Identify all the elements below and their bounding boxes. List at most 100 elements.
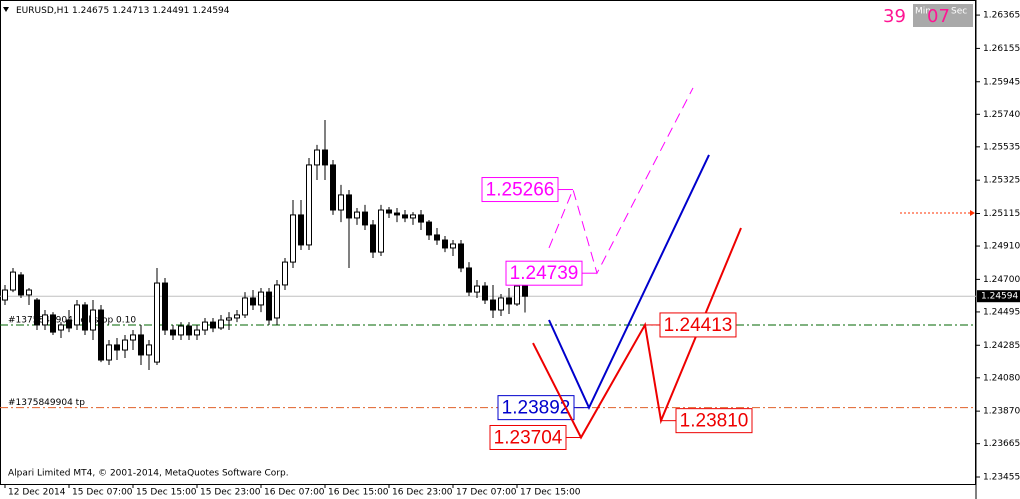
- candle-body: [290, 214, 296, 263]
- candle-body: [114, 344, 120, 351]
- x-tick-label: 16 Dec 07:00: [264, 488, 325, 498]
- candle-body: [74, 304, 80, 326]
- chart-header: EURUSD,H1 1.24675 1.24713 1.24491 1.2459…: [16, 6, 230, 16]
- y-tick-label: 1.24700: [983, 275, 1020, 285]
- candle-body: [186, 325, 192, 336]
- alert-arrow: [970, 210, 975, 217]
- candle-body: [258, 291, 264, 306]
- candle-body: [202, 321, 208, 331]
- price-tag-label: 1.24594: [981, 292, 1018, 302]
- candle-body: [242, 297, 248, 316]
- y-tick-label: 1.24495: [983, 307, 1020, 317]
- countdown-seconds: 07: [927, 6, 950, 27]
- close-price: 1.24594: [192, 6, 229, 16]
- candle-body: [58, 324, 64, 331]
- price-label: 1.24739: [510, 263, 579, 284]
- candle-body: [98, 309, 104, 361]
- candle-body: [442, 239, 448, 249]
- candle-body: [234, 314, 240, 319]
- x-tick-label: 15 Dec 15:00: [136, 488, 197, 498]
- candle-body: [90, 309, 96, 331]
- candle-body: [322, 149, 328, 166]
- candle-body: [42, 314, 48, 326]
- candle-body: [18, 274, 24, 296]
- order-label: #1375849904 tp: [8, 398, 85, 408]
- candle-body: [282, 261, 288, 286]
- x-tick-label: 17 Dec 07:00: [456, 488, 517, 498]
- price-label: 1.24413: [664, 315, 733, 336]
- y-tick-label: 1.24910: [983, 242, 1020, 252]
- price-label: 1.23704: [494, 428, 563, 449]
- candle-body: [2, 289, 8, 301]
- y-tick-label: 1.25115: [983, 209, 1020, 219]
- x-tick-label: 17 Dec 15:00: [520, 488, 581, 498]
- candle-body: [218, 319, 224, 329]
- candle-body: [410, 214, 416, 219]
- candle-body: [306, 164, 312, 246]
- candle-body: [450, 243, 456, 249]
- x-tick-label: 16 Dec 15:00: [328, 488, 389, 498]
- candle-body: [266, 291, 272, 321]
- candle-body: [346, 194, 352, 219]
- countdown-box: [913, 4, 973, 27]
- candle-body: [362, 211, 368, 226]
- candle-body: [370, 224, 376, 253]
- price-label: 1.23892: [502, 398, 571, 419]
- high-price: 1.24713: [112, 6, 149, 16]
- y-tick-label: 1.26155: [983, 44, 1020, 54]
- y-tick-label: 1.23870: [983, 407, 1020, 417]
- candle-body: [314, 149, 320, 166]
- price-label-box: [481, 177, 559, 203]
- candle-body: [386, 209, 392, 214]
- symbol: EURUSD,H1: [16, 6, 69, 16]
- candle-body: [482, 285, 488, 301]
- candle-body: [506, 297, 512, 305]
- candle-body: [490, 299, 496, 311]
- open-price: 1.24675: [72, 6, 109, 16]
- countdown-minutes: 39: [883, 6, 906, 27]
- price-label-box: [675, 408, 753, 434]
- candle-body: [106, 344, 112, 361]
- candle-body: [194, 329, 200, 336]
- price-label-box: [489, 424, 567, 450]
- copyright: Alpari Limited MT4, © 2001-2014, MetaQuo…: [8, 469, 289, 479]
- candle-body: [50, 314, 56, 333]
- candle-body: [274, 284, 280, 319]
- price-label-box: [659, 312, 737, 338]
- sec-label: Sec: [951, 7, 967, 17]
- candle-body: [250, 297, 256, 306]
- price-tag: [977, 290, 1020, 303]
- candle-body: [418, 214, 424, 223]
- candle-body: [466, 267, 472, 293]
- candle-body: [170, 329, 176, 336]
- candle-body: [162, 282, 168, 331]
- candle-body: [82, 304, 88, 331]
- x-tick-label: 12 Dec 2014: [8, 488, 66, 498]
- y-tick-label: 1.24080: [983, 373, 1020, 383]
- order-label: #1375849904 sell stop 0.10: [8, 315, 136, 325]
- y-tick-label: 1.24285: [983, 341, 1020, 351]
- candle-body: [66, 319, 72, 329]
- y-tick-label: 1.25535: [983, 142, 1020, 152]
- candle-body: [298, 214, 304, 246]
- y-tick-label: 1.25325: [983, 176, 1020, 186]
- y-tick-label: 1.23455: [983, 473, 1020, 483]
- y-tick-label: 1.25740: [983, 110, 1020, 120]
- candle-body: [330, 164, 336, 211]
- low-price: 1.24491: [152, 6, 189, 16]
- y-tick-label: 1.23665: [983, 439, 1020, 449]
- candle-body: [402, 214, 408, 219]
- candle-body: [26, 289, 32, 296]
- candle-body: [394, 212, 400, 216]
- candle-body: [474, 285, 480, 293]
- candle-body: [434, 234, 440, 241]
- candle-body: [10, 271, 16, 291]
- candle-body: [210, 321, 216, 329]
- menu-arrow[interactable]: [3, 7, 9, 12]
- x-tick-label: 16 Dec 23:00: [392, 488, 453, 498]
- candle-body: [178, 325, 184, 336]
- candle-body: [34, 299, 40, 326]
- candle-body: [146, 344, 152, 356]
- candle-body: [514, 285, 520, 305]
